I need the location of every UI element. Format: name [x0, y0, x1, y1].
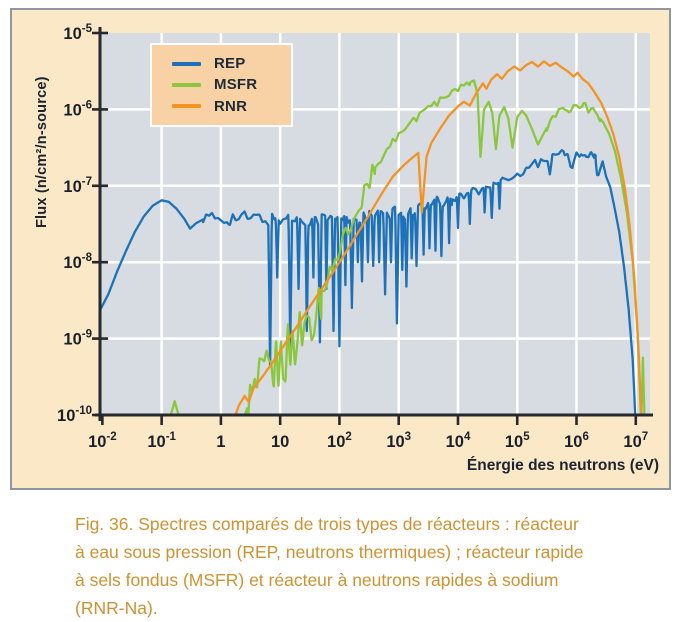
- caption-line: à sels fondus (MSFR) et réacteur à neutr…: [75, 570, 559, 590]
- y-tick-label: 10-10: [57, 405, 92, 425]
- legend-label-rep: REP: [214, 55, 246, 73]
- chart-panel: 10-2 10-1 1 10 102 103 104 105 106 107 10-5 10-6 10-…: [10, 8, 671, 490]
- y-tick-label: 10-8: [63, 252, 92, 272]
- y-tick-label: 10-9: [63, 329, 92, 349]
- x-tick-label: 107: [623, 431, 648, 451]
- x-tick-label: 104: [446, 431, 471, 451]
- x-tick-label: 103: [386, 431, 411, 451]
- figure-caption: Fig. 36. Spectres comparés de trois type…: [75, 510, 675, 622]
- legend-item-msfr: MSFR: [172, 75, 291, 95]
- spectra-chart: 10-2 10-1 1 10 102 103 104 105 106 107 10-5 10-6 10-…: [57, 23, 653, 451]
- x-tick-label: 10: [271, 433, 289, 451]
- x-tick-label: 10-1: [147, 431, 176, 451]
- y-tick-label: 10-5: [63, 23, 92, 43]
- caption-line: (RNR-Na).: [75, 598, 158, 618]
- x-tick-label: 10-2: [88, 431, 117, 451]
- x-axis-title: Énergie des neutrons (eV): [466, 457, 659, 474]
- legend-label-msfr: MSFR: [214, 76, 258, 94]
- caption-line: Fig. 36. Spectres comparés de trois type…: [75, 514, 579, 534]
- caption-line: à eau sous pression (REP, neutrons therm…: [75, 542, 584, 562]
- legend-swatch-msfr: [172, 82, 201, 87]
- legend-label-rnr: RNR: [214, 97, 248, 115]
- x-tick-label: 102: [327, 431, 352, 451]
- y-axis-title: Flux (n/cm²/n-source): [34, 76, 50, 228]
- legend-item-rnr: RNR: [172, 96, 291, 116]
- y-tick-label: 10-7: [63, 176, 92, 196]
- y-tick-label: 10-6: [63, 99, 92, 119]
- legend-swatch-rnr: [172, 104, 201, 109]
- legend: REP MSFR RNR: [150, 43, 293, 127]
- x-tick-label: 106: [564, 431, 589, 451]
- legend-item-rep: REP: [172, 54, 291, 74]
- x-tick-label: 105: [505, 431, 530, 451]
- x-tick-label: 1: [216, 433, 225, 451]
- legend-swatch-rep: [172, 61, 201, 66]
